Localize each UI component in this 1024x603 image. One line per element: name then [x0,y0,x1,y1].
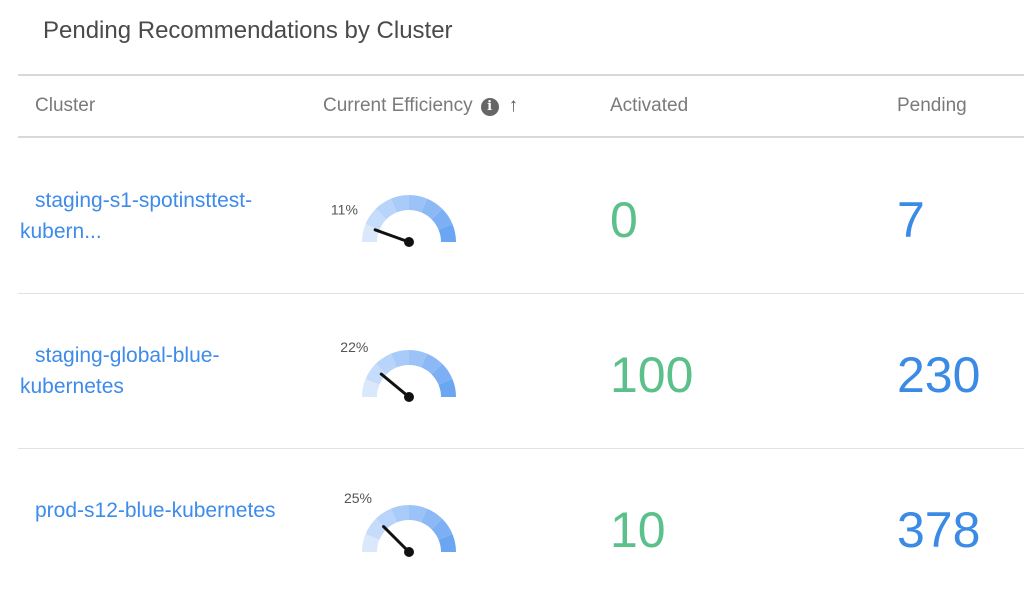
gauge-segment [431,208,453,230]
column-header-activated[interactable]: Activated [610,95,689,116]
gauge-segment [365,363,387,385]
row-divider [18,293,1024,294]
table-row: staging-global-blue-kubernetes 100 230 22… [0,293,1024,448]
gauge-segment [421,198,443,220]
efficiency-gauge: 11% [331,195,456,247]
pending-count: 7 [897,192,925,248]
table-row: staging-s1-spotinsttest-kubern... 0 7 11% [0,138,1024,293]
efficiency-gauge: 25% [344,490,456,557]
gauge-segment [365,208,387,230]
gauge-segment [409,195,427,213]
row-divider [18,448,1024,449]
gauge-segment [375,198,397,220]
gauge-needle [382,525,411,554]
activated-count: 0 [610,192,638,248]
page-title: Pending Recommendations by Cluster [43,17,453,44]
gauge-hub [404,237,414,247]
efficiency-label: 11% [331,201,358,217]
column-header-pending[interactable]: Pending [897,95,967,116]
table-row: prod-s12-blue-kubernetes 10 378 25% [0,448,1024,603]
gauge-needle [379,372,411,399]
efficiency-label: 25% [344,490,372,506]
column-header-efficiency[interactable]: Current Efficiency i ↑ [323,95,518,117]
pending-count: 378 [897,502,981,558]
arrow-up-icon[interactable]: ↑ [508,95,519,116]
gauge-segment [438,534,456,552]
gauge-hub [404,547,414,557]
gauge-segment [391,350,409,368]
column-header-efficiency-label: Current Efficiency [323,95,473,116]
header-bottom-divider [18,136,1024,138]
cluster-link[interactable]: staging-global-blue-kubernetes [20,344,220,398]
gauge-segment [409,505,427,523]
gauge-hub [404,392,414,402]
gauge-segment [421,353,443,375]
gauge-segment [391,505,409,523]
cluster-link[interactable]: staging-s1-spotinsttest-kubern... [20,189,253,243]
efficiency-label: 22% [340,339,368,355]
gauge-segment [362,534,380,552]
pending-count: 230 [897,347,981,403]
gauge-segment [421,508,443,530]
gauge-segment [409,350,427,368]
gauge-segment [438,379,456,397]
gauge-segment [431,363,453,385]
gauge-segment [431,518,453,540]
header-top-divider [18,74,1024,76]
cluster-link[interactable]: prod-s12-blue-kubernetes [35,499,276,522]
gauge-segment [362,379,380,397]
gauge-segment [375,508,397,530]
gauge-segment [438,224,456,242]
activated-count: 10 [610,502,666,558]
info-icon[interactable]: i [480,98,499,116]
gauge-segment [375,353,397,375]
gauge-needle [373,228,411,244]
activated-count: 100 [610,347,694,403]
gauge-segment [391,195,409,213]
efficiency-gauge: 22% [340,339,456,402]
gauge-segment [365,518,387,540]
column-header-cluster[interactable]: Cluster [35,95,96,116]
